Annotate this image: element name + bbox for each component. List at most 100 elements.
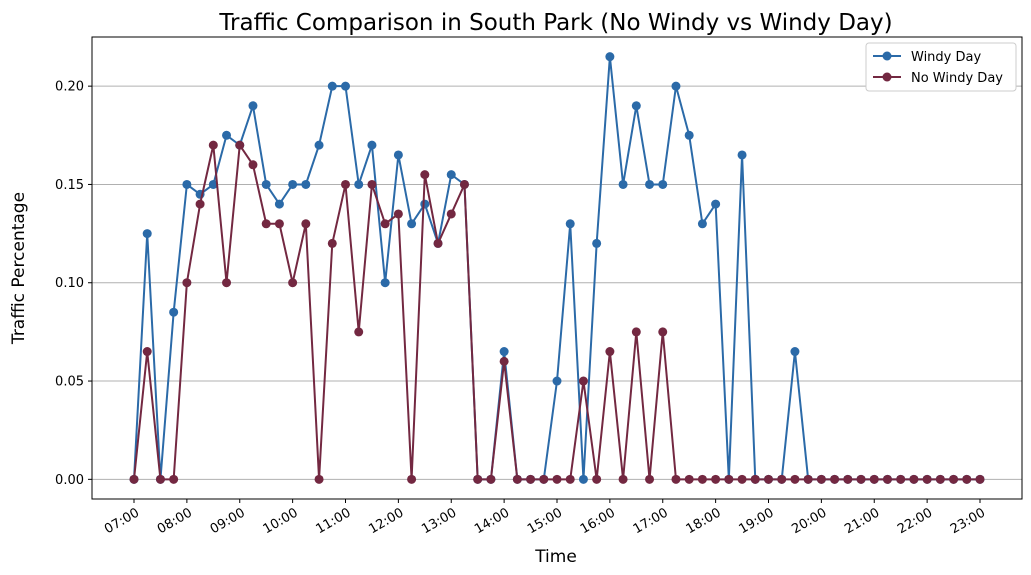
data-point [354, 327, 364, 337]
data-point [578, 376, 588, 386]
data-point [208, 179, 218, 189]
data-point [274, 219, 284, 229]
x-tick-label: 23:00 [948, 505, 988, 537]
y-axis-ticks: 0.00 0.05 0.10 0.15 0.20 [55, 80, 92, 488]
data-point [288, 179, 298, 189]
data-point [777, 474, 787, 484]
y-axis-label: Traffic Percentage [9, 192, 29, 345]
x-tick-label: 22:00 [895, 505, 935, 537]
x-tick-label: 18:00 [684, 505, 724, 537]
data-point [380, 219, 390, 229]
data-point [856, 474, 866, 484]
series-windy-day [129, 52, 985, 484]
data-point [618, 474, 628, 484]
data-point [380, 278, 390, 288]
data-point [314, 140, 324, 150]
data-point [711, 474, 721, 484]
data-point [235, 140, 245, 150]
data-point [499, 347, 509, 357]
data-point [486, 474, 496, 484]
data-point [565, 474, 575, 484]
data-point [618, 179, 628, 189]
data-point [843, 474, 853, 484]
data-point [407, 219, 417, 229]
data-point [393, 209, 403, 219]
x-tick-label: 21:00 [842, 505, 882, 537]
x-axis-label: Time [534, 547, 577, 567]
data-point [420, 199, 430, 209]
data-point [882, 474, 892, 484]
data-point [671, 81, 681, 91]
data-point [737, 474, 747, 484]
x-tick-label: 09:00 [208, 505, 248, 537]
data-point [605, 52, 615, 62]
data-point [816, 474, 826, 484]
data-point [592, 474, 602, 484]
x-tick-label: 10:00 [261, 505, 301, 537]
y-tick-label: 0.05 [55, 375, 84, 390]
data-point [182, 278, 192, 288]
data-point [869, 474, 879, 484]
data-point [605, 347, 615, 357]
x-tick-label: 12:00 [366, 505, 406, 537]
data-point [750, 474, 760, 484]
legend-label-windy: Windy Day [911, 50, 981, 65]
data-point [552, 376, 562, 386]
data-point [433, 238, 443, 248]
data-point [248, 160, 258, 170]
legend: Windy Day No Windy Day [865, 42, 1017, 92]
x-tick-label: 19:00 [737, 505, 777, 537]
data-point [658, 327, 668, 337]
x-tick-label: 08:00 [155, 505, 195, 537]
plot-frame [91, 36, 1023, 500]
x-tick-label: 11:00 [314, 505, 354, 537]
data-point [830, 474, 840, 484]
data-point [526, 474, 536, 484]
x-axis-ticks: 07:00 08:00 09:00 10:00 11:00 12:00 13:00 14:00… [102, 499, 988, 537]
data-point [314, 474, 324, 484]
chart-title: Traffic Comparison in South Park (No Win… [218, 10, 892, 36]
data-point [909, 474, 919, 484]
data-point [367, 179, 377, 189]
data-point [420, 170, 430, 180]
y-tick-label: 0.10 [55, 276, 84, 291]
data-point [195, 199, 205, 209]
data-point [261, 179, 271, 189]
legend-marker-windy [882, 51, 892, 61]
data-point [790, 474, 800, 484]
data-point [142, 229, 152, 239]
data-point [645, 179, 655, 189]
data-point [684, 130, 694, 140]
x-tick-label: 13:00 [419, 505, 459, 537]
data-point [697, 219, 707, 229]
data-point [473, 474, 483, 484]
data-point [182, 179, 192, 189]
data-point [578, 474, 588, 484]
data-point [407, 474, 417, 484]
legend-box [865, 42, 1017, 92]
data-point [631, 101, 641, 111]
grid-lines [92, 85, 1022, 480]
data-point [248, 101, 258, 111]
data-point [631, 327, 641, 337]
data-point [724, 474, 734, 484]
data-point [975, 474, 985, 484]
data-point [896, 474, 906, 484]
data-point [274, 199, 284, 209]
data-point [301, 219, 311, 229]
data-point [645, 474, 655, 484]
data-point [169, 307, 179, 317]
legend-marker-no-windy [882, 72, 892, 82]
data-point [552, 474, 562, 484]
data-point [499, 356, 509, 366]
series-line [133, 144, 980, 481]
x-tick-label: 07:00 [102, 505, 142, 537]
data-point [711, 199, 721, 209]
series-no-windy-day [129, 140, 985, 484]
data-point [327, 238, 337, 248]
y-tick-label: 0.15 [55, 178, 84, 193]
data-point [459, 179, 469, 189]
data-point [764, 474, 773, 484]
data-point [922, 474, 932, 484]
data-point [169, 474, 179, 484]
